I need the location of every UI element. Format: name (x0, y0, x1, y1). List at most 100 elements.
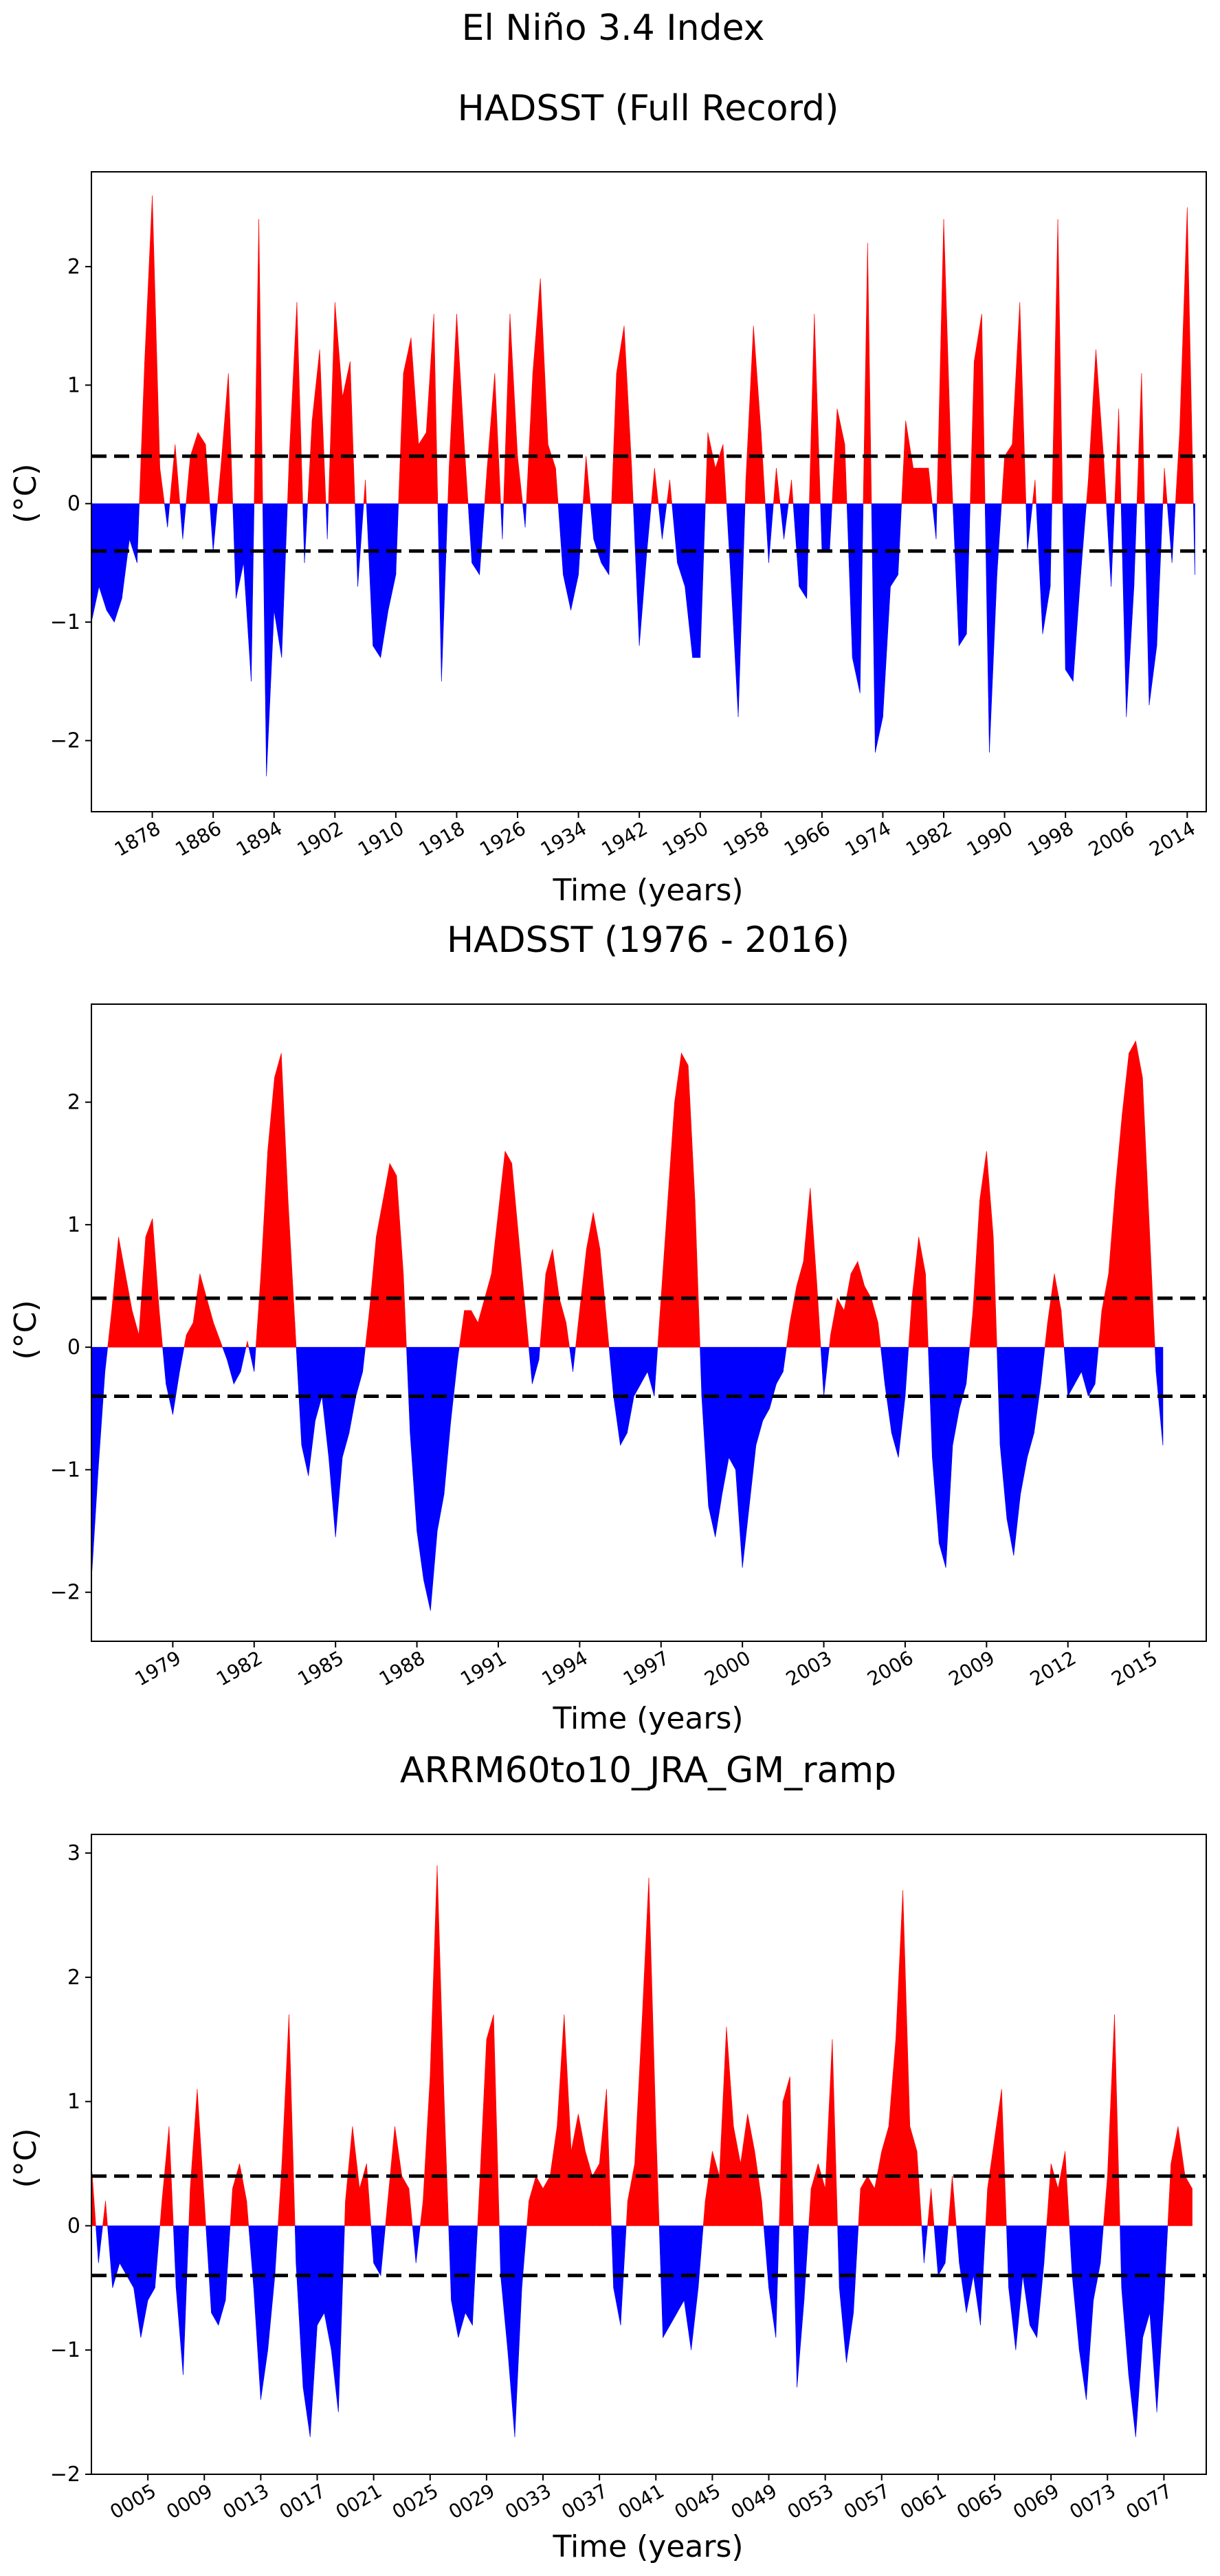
negative-anomaly-area (776, 1346, 784, 1385)
y-tick-label: −2 (50, 2463, 80, 2487)
negative-anomaly-area (885, 1346, 892, 1433)
positive-anomaly-area (969, 1310, 973, 1348)
positive-anomaly-area (1096, 349, 1104, 504)
positive-anomaly-area (247, 1341, 249, 1348)
negative-anomaly-area (928, 1346, 933, 1458)
positive-anomaly-area (719, 2027, 727, 2226)
positive-anomaly-area (843, 1274, 852, 1348)
positive-anomaly-area (131, 1310, 140, 1348)
negative-anomaly-area (765, 503, 769, 563)
figure-suptitle: El Niño 3.4 Index (462, 8, 765, 49)
negative-anomaly-area (96, 2225, 99, 2263)
panel-2: HADSST (1976 - 2016) −2 −1 0 1 2 1979 1982 1985… (8, 920, 1207, 1736)
positive-anomaly-area (1107, 2014, 1115, 2226)
x-tick-label: 1918 (415, 817, 469, 860)
positive-anomaly-area (867, 243, 872, 504)
negative-anomaly-area (944, 2225, 949, 2263)
positive-anomaly-area (206, 1298, 214, 1348)
x-tick-label: 0069 (1009, 2479, 1063, 2523)
positive-anomaly-area (190, 432, 199, 504)
negative-anomaly-area (140, 2225, 148, 2338)
positive-anomaly-area (498, 1151, 506, 1348)
negative-anomaly-area (1036, 503, 1043, 634)
positive-anomaly-area (1001, 2089, 1007, 2226)
positive-anomaly-area (761, 432, 766, 504)
positive-anomaly-area (1046, 2164, 1052, 2226)
negative-anomaly-area (891, 1346, 899, 1458)
positive-anomaly-area (376, 1200, 384, 1348)
x-tick-label: 0037 (557, 2479, 611, 2523)
negative-anomaly-area (91, 1346, 99, 1580)
negative-anomaly-area (1062, 503, 1066, 670)
positive-anomaly-area (449, 313, 457, 504)
positive-anomaly-area (599, 2089, 607, 2226)
negative-anomaly-area (890, 503, 898, 588)
negative-anomaly-area (266, 503, 275, 777)
negative-anomaly-area (448, 2225, 452, 2300)
negative-anomaly-area (846, 2225, 854, 2363)
negative-anomaly-area (304, 503, 308, 563)
positive-anomaly-area (761, 2201, 764, 2226)
positive-anomaly-area (1129, 1041, 1136, 1348)
positive-anomaly-area (267, 1077, 275, 1348)
y-tick-label: 0 (67, 492, 80, 516)
positive-anomaly-area (230, 2188, 233, 2226)
positive-anomaly-area (217, 467, 221, 504)
positive-anomaly-area (974, 313, 982, 504)
negative-anomaly-area (1080, 503, 1087, 575)
negative-anomaly-area (853, 2225, 859, 2313)
negative-anomaly-area (296, 2225, 304, 2388)
panel-3-plot: −2 −1 0 1 2 3 0005 0009 0013 0017 0021 0025 0029 0033… (50, 1834, 1207, 2524)
negative-anomaly-area (451, 2225, 459, 2338)
negative-anomaly-area (966, 2225, 974, 2313)
positive-anomaly-area (186, 1322, 194, 1348)
positive-anomaly-area (920, 467, 929, 504)
negative-anomaly-area (691, 2225, 699, 2351)
positive-anomaly-area (1108, 1188, 1116, 1348)
negative-anomaly-area (342, 1346, 350, 1458)
positive-anomaly-area (186, 456, 191, 504)
negative-anomaly-area (846, 503, 853, 658)
positive-anomaly-area (1050, 2163, 1058, 2226)
x-tick-label: 1878 (111, 817, 164, 860)
negative-anomaly-area (933, 2225, 939, 2276)
positive-anomaly-area (365, 1310, 370, 1348)
positive-anomaly-area (228, 373, 234, 504)
negative-anomaly-area (966, 1346, 970, 1384)
positive-anomaly-area (776, 467, 781, 504)
positive-anomaly-area (992, 1236, 997, 1348)
x-tick-label: 1886 (171, 817, 225, 860)
negative-anomaly-area (104, 1346, 109, 1372)
positive-anomaly-area (494, 373, 501, 504)
x-tick-label: 1985 (293, 1646, 347, 1690)
positive-anomaly-area (190, 2089, 198, 2226)
negative-anomaly-area (458, 2225, 466, 2338)
positive-anomaly-area (289, 302, 298, 504)
negative-anomaly-area (529, 1346, 533, 1384)
positive-anomaly-area (667, 1102, 675, 1348)
negative-anomaly-area (784, 503, 789, 540)
x-tick-label: 2006 (1085, 817, 1138, 860)
positive-anomaly-area (948, 2176, 953, 2226)
positive-anomaly-area (220, 1341, 223, 1348)
positive-anomaly-area (1175, 432, 1180, 504)
panel-2-xlabel: Time (years) (552, 1701, 743, 1736)
positive-anomaly-area (654, 467, 659, 504)
negative-anomaly-area (129, 503, 137, 564)
positive-anomaly-area (281, 2014, 289, 2226)
positive-anomaly-area (1086, 480, 1089, 504)
negative-anomaly-area (1111, 503, 1116, 587)
positive-anomaly-area (592, 2162, 600, 2226)
negative-anomaly-area (938, 1346, 946, 1568)
x-tick-label: 0021 (332, 2479, 386, 2523)
negative-anomaly-area (563, 503, 571, 610)
positive-anomaly-area (863, 243, 868, 504)
positive-anomaly-area (1179, 207, 1188, 504)
negative-anomaly-area (243, 503, 252, 682)
negative-anomaly-area (1149, 2225, 1157, 2412)
positive-anomaly-area (674, 1053, 682, 1348)
positive-anomaly-area (504, 1151, 512, 1348)
positive-anomaly-area (1167, 2164, 1171, 2226)
positive-anomaly-area (525, 1310, 529, 1348)
